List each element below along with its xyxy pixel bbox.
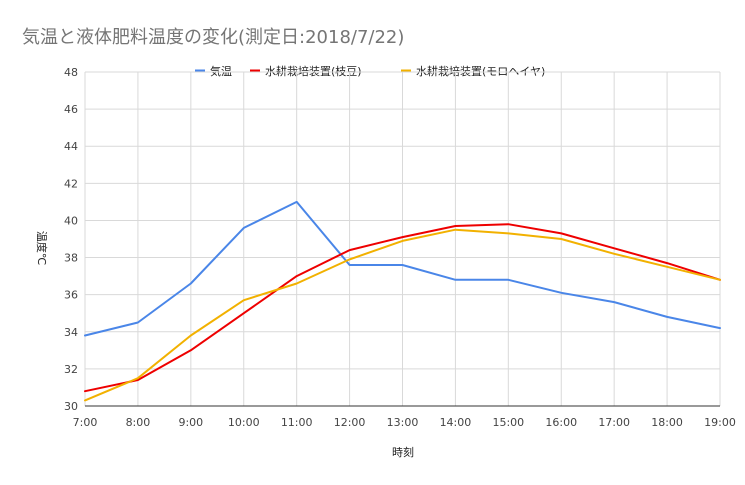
legend-label: 気温 bbox=[210, 64, 232, 78]
legend-label: 水耕栽培装置(枝豆) bbox=[265, 64, 362, 78]
x-tick-label: 19:00 bbox=[704, 416, 736, 429]
y-tick-label: 30 bbox=[64, 400, 78, 413]
y-tick-label: 48 bbox=[64, 66, 78, 79]
x-tick-label: 12:00 bbox=[334, 416, 366, 429]
y-tick-label: 32 bbox=[64, 363, 78, 376]
x-axis-title: 時刻 bbox=[392, 445, 414, 459]
x-tick-label: 7:00 bbox=[73, 416, 98, 429]
y-tick-label: 34 bbox=[64, 326, 78, 339]
x-tick-label: 13:00 bbox=[387, 416, 419, 429]
x-tick-label: 9:00 bbox=[178, 416, 203, 429]
series-line-2 bbox=[84, 228, 721, 402]
legend-label: 水耕栽培装置(モロヘイヤ) bbox=[416, 64, 545, 78]
x-tick-label: 16:00 bbox=[545, 416, 577, 429]
y-axis-title: 温度℃ bbox=[35, 231, 49, 265]
y-tick-label: 44 bbox=[64, 140, 78, 153]
x-tick-label: 10:00 bbox=[228, 416, 260, 429]
legend: 気温 水耕栽培装置(枝豆) 水耕栽培装置(モロヘイヤ) bbox=[195, 64, 545, 78]
x-tick-label: 17:00 bbox=[598, 416, 630, 429]
y-tick-label: 36 bbox=[64, 289, 78, 302]
chart-title: 気温と液体肥料温度の変化(測定日:2018/7/22) bbox=[22, 27, 404, 48]
y-axis-ticks: 30 32 34 36 38 40 42 44 46 48 bbox=[64, 66, 78, 413]
series-line-1 bbox=[84, 223, 721, 393]
series-lines bbox=[84, 200, 721, 402]
x-tick-label: 11:00 bbox=[281, 416, 313, 429]
y-tick-label: 38 bbox=[64, 252, 78, 265]
y-tick-label: 40 bbox=[64, 214, 78, 227]
series-line-0 bbox=[84, 200, 721, 337]
y-tick-label: 42 bbox=[64, 177, 78, 190]
x-tick-label: 14:00 bbox=[440, 416, 472, 429]
y-tick-label: 46 bbox=[64, 103, 78, 116]
x-tick-label: 18:00 bbox=[651, 416, 683, 429]
x-axis-ticks: 7:00 8:00 9:00 10:00 11:00 12:00 13:00 14:00 15:… bbox=[73, 416, 736, 429]
x-tick-label: 15:00 bbox=[492, 416, 524, 429]
gridlines bbox=[84, 71, 721, 407]
x-tick-label: 8:00 bbox=[126, 416, 151, 429]
